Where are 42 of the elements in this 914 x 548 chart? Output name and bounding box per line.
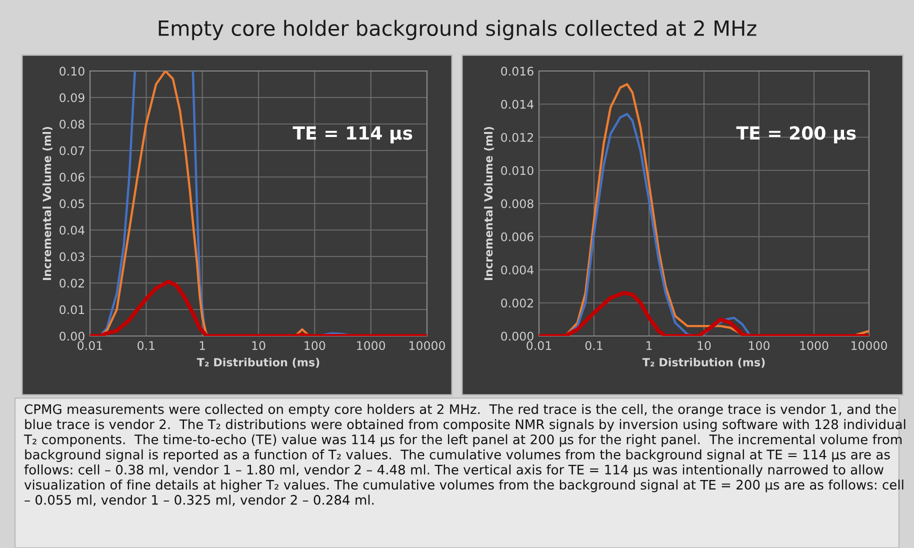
y-axis-title: Incremental Volume (ml) xyxy=(484,126,494,280)
y-tick-label: 0.000 xyxy=(501,332,534,341)
y-tick-label: 0.06 xyxy=(60,172,84,182)
x-tick-label: 0.1 xyxy=(138,341,154,350)
y-tick-label: 0.012 xyxy=(501,132,533,142)
y-tick-label: 0.004 xyxy=(501,265,534,274)
y-tick-label: 0.006 xyxy=(501,232,534,242)
x-tick-label: 100 xyxy=(304,341,326,350)
x-tick-label: 1 xyxy=(646,341,652,350)
x-tick-label: 1000 xyxy=(800,341,828,350)
y-tick-label: 0.00 xyxy=(60,332,84,341)
y-tick-label: 0.09 xyxy=(60,93,84,102)
x-tick-label: 10 xyxy=(698,341,711,350)
y-tick-label: 0.010 xyxy=(501,166,534,176)
y-tick-label: 0.008 xyxy=(501,199,534,208)
x-tick-label: 0.01 xyxy=(78,341,102,350)
annotation: TE = 200 μs xyxy=(736,126,856,144)
y-tick-label: 0.002 xyxy=(501,298,533,308)
y-axis-title: Incremental Volume (ml) xyxy=(42,126,52,280)
x-tick-label: 100 xyxy=(749,341,770,350)
x-tick-label: 10000 xyxy=(410,341,445,350)
x-tick-label: 10000 xyxy=(852,341,887,350)
y-tick-label: 0.08 xyxy=(60,120,84,129)
y-tick-label: 0.07 xyxy=(60,146,84,156)
x-tick-label: 1 xyxy=(200,341,205,350)
annotation: TE = 114 μs xyxy=(292,126,412,144)
y-tick-label: 0.014 xyxy=(501,100,534,109)
x-tick-label: 10 xyxy=(252,341,266,350)
y-tick-label: 0.016 xyxy=(501,66,534,76)
y-tick-label: 0.04 xyxy=(60,226,84,235)
text: CPMG measurements were collected on empty core holders at 2 MHz. The red trace is the cell, the orange trace is vendor 1, and the blue trace is vendor 2. The T₂ distributions were obtained from composite NMR signals by inversion using software with 128 individual T₂ components. The time-to-echo (TE) value was 114 μs for the left panel at 200 μs for the right panel. The incremental volume from background signal is reported as a function of T₂ values. The cumulative volumes from the background signal at TE = 114 μs are as follows: cell – 0.38 ml, vendor 1 – 1.80 ml, vendor 2 – 4.48 ml. The vertical axis for TE = 114 μs was intentionally narrowed to allow visualization of fine details at higher T₂ values. The cumulative volumes from the background signal at TE = 200 μs are as follows: cell – 0.055 ml, vendor 1 – 0.325 ml, vendor 2 – 0.284 ml. xyxy=(24,404,906,506)
chart-title: Empty core holder background signals collected at 2 MHz xyxy=(158,20,756,40)
y-tick-label: 0.02 xyxy=(60,278,84,288)
x-axis-title: T₂ Distribution (ms) xyxy=(196,358,320,368)
y-tick-label: 0.01 xyxy=(60,305,84,314)
y-tick-label: 0.05 xyxy=(60,199,84,208)
x-axis-title: T₂ Distribution (ms) xyxy=(642,358,765,368)
x-tick-label: 0.1 xyxy=(585,341,602,350)
y-tick-label: 0.10 xyxy=(60,66,84,76)
x-tick-label: 0.01 xyxy=(526,341,552,350)
y-tick-label: 0.03 xyxy=(60,252,84,262)
x-tick-label: 1000 xyxy=(357,341,386,350)
